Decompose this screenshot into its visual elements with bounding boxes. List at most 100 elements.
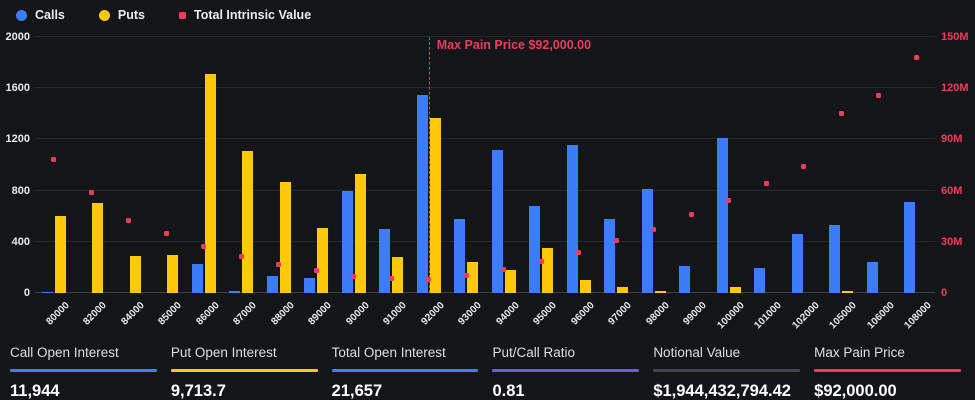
x-axis-label: 89000 — [306, 300, 335, 328]
calls-bar[interactable] — [529, 205, 541, 293]
stat-put-call-ratio: Put/Call Ratio 0.81 — [492, 339, 640, 400]
calls-bar[interactable] — [716, 138, 728, 293]
intrinsic-value-point[interactable] — [538, 258, 544, 264]
intrinsic-value-point[interactable] — [238, 253, 244, 259]
calls-bar[interactable] — [679, 266, 691, 293]
puts-bar[interactable] — [129, 255, 141, 293]
puts-bar[interactable] — [354, 173, 366, 293]
intrinsic-value-point[interactable] — [501, 266, 507, 272]
calls-bar[interactable] — [904, 202, 916, 293]
intrinsic-value-point[interactable] — [726, 198, 732, 204]
intrinsic-value-point[interactable] — [801, 164, 807, 170]
puts-bar[interactable] — [654, 291, 666, 293]
calls-bar[interactable] — [491, 149, 503, 293]
puts-bar[interactable] — [504, 269, 516, 293]
left-axis-tick: 1600 — [5, 82, 30, 95]
calls-bar[interactable] — [566, 144, 578, 293]
x-axis-label: 88000 — [269, 300, 297, 328]
intrinsic-value-point[interactable] — [876, 92, 882, 98]
max-pain-line — [428, 37, 430, 293]
stat-value-call-open-interest: 11,944 — [10, 381, 60, 400]
intrinsic-value-point[interactable] — [576, 249, 582, 255]
intrinsic-value-point[interactable] — [163, 230, 169, 236]
legend-label: Total Intrinsic Value — [193, 8, 312, 22]
puts-bar[interactable] — [279, 182, 291, 293]
intrinsic-value-point[interactable] — [276, 261, 282, 267]
puts-bar[interactable] — [242, 150, 254, 293]
intrinsic-value-point[interactable] — [388, 275, 394, 281]
x-axis-label: 95000 — [531, 300, 560, 328]
puts-bar[interactable] — [542, 248, 554, 293]
left-axis-tick: 400 — [11, 235, 30, 248]
stat-value-max-pain-price: $92,000.00 — [814, 381, 897, 400]
chart-area: Calls Puts Total Intrinsic Value 0 400 800 12… — [5, 8, 969, 332]
intrinsic-value-point[interactable] — [463, 272, 469, 278]
legend-label: Calls — [35, 8, 65, 22]
calls-bar[interactable] — [266, 276, 278, 293]
stat-underline-total-open-interest — [331, 369, 479, 372]
intrinsic-value-point[interactable] — [913, 54, 919, 60]
calls-bar[interactable] — [829, 224, 841, 293]
puts-bar[interactable] — [167, 255, 179, 293]
puts-bar[interactable] — [467, 262, 479, 293]
x-axis-label: 92000 — [419, 300, 447, 328]
intrinsic-value-point[interactable] — [763, 181, 769, 187]
stat-label-put-call-ratio: Put/Call Ratio — [492, 345, 576, 360]
puts-bar[interactable] — [617, 286, 629, 293]
stats-bar: Call Open Interest 11,944 Put Open Interes… — [0, 335, 975, 400]
stat-value-total-open-interest: 21,657 — [331, 381, 383, 400]
stat-value-notional-value: $1,944,432,794.42 — [653, 381, 791, 400]
stat-call-open-interest: Call Open Interest 11,944 — [10, 339, 157, 400]
intrinsic-value-point[interactable] — [201, 244, 207, 250]
intrinsic-value-point[interactable] — [126, 217, 132, 223]
intrinsic-value-point[interactable] — [51, 157, 57, 163]
x-axis-label: 97000 — [606, 300, 635, 328]
intrinsic-value-point[interactable] — [651, 226, 657, 232]
calls-bar[interactable] — [641, 189, 653, 293]
right-axis-tick: 150M — [941, 31, 969, 43]
calls-bar[interactable] — [454, 219, 466, 293]
left-axis-tick: 2000 — [5, 31, 30, 43]
puts-bar[interactable] — [392, 257, 404, 293]
puts-bar[interactable] — [729, 287, 741, 293]
puts-bar[interactable] — [429, 118, 441, 293]
calls-bar[interactable] — [341, 190, 353, 293]
intrinsic-value-point[interactable] — [838, 111, 844, 117]
calls-bar[interactable] — [791, 234, 803, 293]
calls-bar[interactable] — [604, 218, 616, 293]
stat-underline-put-open-interest — [170, 369, 318, 372]
x-axis-label: 86000 — [194, 300, 222, 328]
x-axis-label: 90000 — [344, 300, 372, 328]
puts-bar[interactable] — [92, 203, 104, 293]
intrinsic-value-point[interactable] — [688, 212, 694, 217]
legend-item-calls[interactable]: Calls — [16, 8, 65, 22]
stat-underline-notional-value — [653, 369, 801, 372]
intrinsic-value-point[interactable] — [613, 238, 619, 244]
calls-bar[interactable] — [304, 278, 316, 293]
x-axis-label: 101000 — [752, 300, 785, 332]
x-axis-label: 102000 — [790, 300, 822, 332]
puts-bar[interactable] — [317, 227, 329, 293]
x-axis-label: 105000 — [827, 300, 860, 332]
legend-item-tiv[interactable]: Total Intrinsic Value — [178, 8, 312, 22]
intrinsic-value-point[interactable] — [88, 189, 94, 195]
calls-bar[interactable] — [416, 94, 428, 293]
chart-legend: Calls Puts Total Intrinsic Value — [16, 8, 311, 22]
x-axis-label: 98000 — [644, 300, 672, 328]
calls-bar[interactable] — [754, 268, 766, 293]
legend-item-puts[interactable]: Puts — [98, 8, 145, 22]
x-axis-label: 94000 — [494, 300, 522, 328]
calls-bar[interactable] — [191, 264, 203, 293]
puts-bar[interactable] — [54, 216, 66, 293]
calls-bar[interactable] — [379, 229, 391, 293]
calls-bar[interactable] — [41, 291, 53, 293]
puts-bar[interactable] — [579, 280, 591, 293]
intrinsic-value-point[interactable] — [351, 273, 357, 279]
puts-bar[interactable] — [204, 74, 216, 293]
x-axis-label: 84000 — [119, 300, 147, 328]
left-axis-tick: 1200 — [5, 133, 30, 146]
puts-bar[interactable] — [842, 291, 854, 293]
calls-bar[interactable] — [229, 291, 241, 293]
calls-bar[interactable] — [866, 262, 878, 293]
intrinsic-value-point[interactable] — [313, 268, 319, 274]
